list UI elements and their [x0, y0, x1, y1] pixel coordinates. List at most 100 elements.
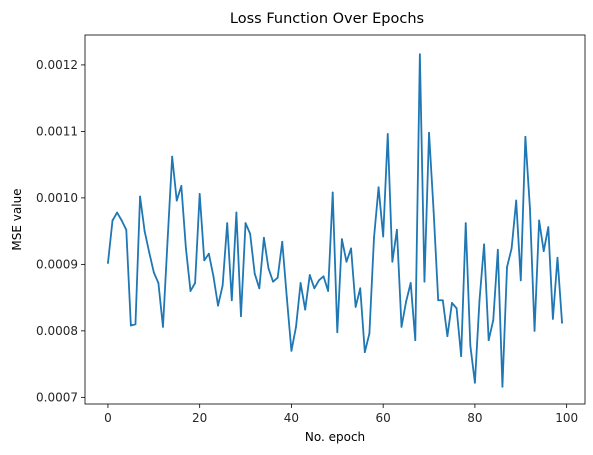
data-point: [533, 329, 536, 332]
data-point: [409, 282, 412, 284]
y-axis-label: MSE value: [10, 188, 24, 250]
data-point: [249, 232, 252, 235]
data-point: [143, 230, 146, 233]
data-point: [469, 344, 472, 347]
data-point: [400, 325, 403, 328]
plot-frame: [84, 34, 586, 405]
data-point: [382, 235, 385, 238]
data-point: [148, 251, 151, 254]
data-point: [460, 355, 463, 358]
data-point: [359, 287, 362, 290]
data-point: [529, 207, 531, 210]
data-point: [152, 271, 155, 274]
data-point: [120, 219, 123, 222]
data-point: [363, 351, 366, 354]
data-point: [501, 385, 504, 388]
data-point: [157, 282, 160, 284]
data-point: [290, 349, 293, 352]
x-axis-label: No. epoch: [305, 430, 365, 444]
data-point: [295, 325, 297, 328]
data-point: [322, 275, 325, 278]
data-point: [345, 260, 348, 263]
data-point: [198, 193, 201, 195]
data-point: [226, 222, 229, 225]
data-point: [327, 290, 330, 292]
data-point: [478, 299, 481, 302]
y-tick-label: 0.0007: [36, 390, 78, 404]
data-point: [129, 324, 132, 327]
data-point: [551, 318, 554, 320]
data-point: [308, 274, 311, 276]
y-tick-label: 0.0009: [36, 257, 78, 271]
data-point: [492, 319, 495, 322]
data-point: [464, 222, 467, 225]
data-point: [235, 211, 238, 214]
chart-title: Loss Function Over Epochs: [230, 11, 424, 27]
y-tick-label: 0.0010: [36, 191, 78, 205]
data-point: [331, 191, 334, 194]
data-point: [166, 239, 169, 242]
data-point: [304, 308, 307, 311]
x-tick-label: 100: [555, 411, 578, 425]
data-point: [561, 321, 563, 324]
data-point: [221, 284, 224, 287]
data-point: [455, 307, 458, 310]
data-point: [510, 247, 513, 250]
data-point: [483, 243, 485, 246]
data-point: [538, 219, 541, 222]
plot-area: [107, 53, 563, 388]
loss-series-line: [107, 53, 563, 388]
data-point: [556, 256, 559, 259]
data-point: [428, 131, 430, 134]
data-point: [432, 210, 435, 213]
data-point: [547, 226, 550, 229]
data-point: [139, 195, 141, 198]
data-point: [340, 238, 343, 241]
data-point: [391, 260, 394, 263]
data-point: [373, 236, 375, 239]
data-point: [180, 185, 183, 187]
data-point: [405, 300, 407, 303]
data-point: [171, 155, 174, 158]
y-tick-label: 0.0011: [36, 124, 78, 138]
data-point: [354, 306, 357, 308]
x-axis-ticks: 0 20 40 60 80 100: [104, 404, 578, 425]
data-point: [263, 236, 265, 239]
x-tick-label: 60: [376, 411, 391, 425]
data-point: [272, 280, 274, 283]
data-point: [423, 280, 426, 283]
data-point: [217, 304, 219, 307]
data-point: [386, 133, 389, 135]
data-point: [194, 282, 196, 284]
data-point: [281, 240, 284, 243]
data-point: [276, 276, 279, 279]
data-point: [162, 325, 164, 328]
data-point: [189, 290, 192, 292]
data-point: [175, 199, 178, 202]
data-point: [474, 381, 476, 384]
data-point: [111, 219, 114, 222]
data-point: [519, 279, 522, 282]
data-point: [542, 250, 545, 252]
data-point: [487, 339, 490, 342]
data-point: [207, 252, 210, 255]
data-point: [515, 199, 518, 202]
data-point: [267, 267, 270, 270]
data-point: [185, 247, 187, 250]
data-point: [244, 222, 247, 225]
data-point: [258, 287, 261, 290]
data-point: [313, 287, 316, 290]
data-point: [116, 211, 119, 214]
x-tick-label: 40: [284, 411, 299, 425]
data-point: [506, 266, 508, 268]
data-point: [441, 299, 444, 302]
data-point: [336, 331, 339, 334]
data-point: [446, 335, 449, 338]
y-axis-ticks: 0.0007 0.0008 0.0009 0.0010 0.0011 0.0012: [36, 58, 85, 404]
data-point: [299, 282, 302, 284]
data-point: [318, 279, 320, 282]
data-point: [350, 247, 352, 250]
data-point: [524, 135, 527, 138]
